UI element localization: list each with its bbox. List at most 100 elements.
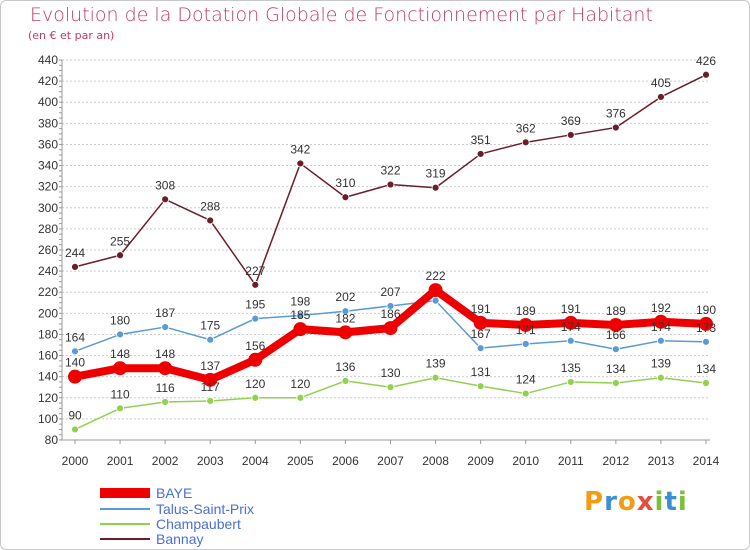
data-point-champaubert <box>566 378 575 386</box>
data-label: 351 <box>471 133 491 147</box>
data-point-champaubert <box>206 397 215 405</box>
y-tick-label: 80 <box>45 433 59 447</box>
y-tick-label: 140 <box>38 370 58 384</box>
data-point-bannay <box>296 159 305 168</box>
data-point-baye <box>518 317 533 332</box>
data-label: 124 <box>516 373 536 387</box>
y-tick-label: 180 <box>38 327 58 341</box>
data-label: 189 <box>516 304 536 318</box>
data-point-champaubert <box>341 376 350 385</box>
y-tick-label: 120 <box>38 391 58 405</box>
y-tick-label: 200 <box>38 306 58 320</box>
legend-swatch-champaubert <box>100 523 150 525</box>
data-point-baye <box>699 316 713 331</box>
data-label: 139 <box>651 357 671 371</box>
data-label: 139 <box>426 357 446 371</box>
data-label: 135 <box>561 361 581 375</box>
data-point-bannay <box>702 70 710 79</box>
data-point-baye <box>428 283 443 298</box>
data-point-champaubert <box>251 393 260 402</box>
legend-swatch-talus-saint-prix <box>100 508 150 510</box>
data-label: 322 <box>380 164 400 178</box>
data-label: 140 <box>65 356 85 370</box>
data-point-champaubert <box>657 373 665 382</box>
data-point-baye <box>653 314 668 329</box>
data-label: 180 <box>110 313 130 327</box>
data-label: 167 <box>471 327 491 341</box>
data-label: 198 <box>290 294 310 308</box>
chart-title: Evolution de la Dotation Globale de Fonc… <box>30 4 653 26</box>
data-point-baye <box>383 321 398 336</box>
data-label: 308 <box>155 178 175 192</box>
data-label: 185 <box>290 308 310 322</box>
data-label: 310 <box>335 176 355 190</box>
data-label: 222 <box>426 269 446 283</box>
y-tick-label: 300 <box>38 201 58 215</box>
x-tick-label: 2007 <box>377 454 404 468</box>
x-tick-label: 2009 <box>467 454 494 468</box>
data-point-baye <box>248 352 263 367</box>
y-tick-label: 320 <box>38 180 58 194</box>
chart-subtitle: (en € et par an) <box>28 29 115 42</box>
legend-label-talus-saint-prix: Talus-Saint-Prix <box>156 501 255 517</box>
data-point-champaubert <box>521 389 530 398</box>
data-label: 110 <box>111 387 130 401</box>
y-tick-label: 380 <box>38 116 58 130</box>
data-label: 166 <box>606 328 626 342</box>
data-label: 90 <box>68 408 82 422</box>
data-label: 405 <box>651 76 671 90</box>
data-point-baye <box>158 361 173 376</box>
y-tick-label: 420 <box>38 74 58 88</box>
data-label: 191 <box>471 302 491 316</box>
x-tick-label: 2008 <box>422 454 449 468</box>
y-tick-label: 160 <box>38 349 58 363</box>
data-point-champaubert <box>71 425 79 434</box>
data-point-talus-saint-prix <box>386 302 395 310</box>
proxiti-logo: Proxiti <box>584 487 688 517</box>
data-label: 207 <box>380 285 400 299</box>
data-point-bannay <box>251 280 260 289</box>
data-point-talus-saint-prix <box>611 345 620 354</box>
data-point-talus-saint-prix <box>341 307 350 316</box>
data-point-champaubert <box>116 404 124 413</box>
x-tick-label: 2014 <box>693 454 720 468</box>
data-label: 116 <box>156 381 175 395</box>
data-point-baye <box>473 315 488 330</box>
x-tick-label: 2012 <box>603 454 630 468</box>
data-label: 148 <box>110 347 130 361</box>
data-point-bannay <box>116 251 124 260</box>
data-point-bannay <box>71 262 79 271</box>
x-tick-label: 2010 <box>512 454 539 468</box>
data-label: 175 <box>200 319 220 333</box>
data-label: 120 <box>290 377 310 391</box>
data-label: 136 <box>335 360 355 374</box>
data-point-champaubert <box>431 373 440 382</box>
y-tick-label: 400 <box>38 95 58 109</box>
x-tick-label: 2013 <box>648 454 675 468</box>
data-point-talus-saint-prix <box>251 314 260 323</box>
data-point-baye <box>338 325 353 340</box>
legend-swatch-bannay <box>100 538 150 540</box>
data-label: 137 <box>200 359 220 373</box>
data-point-baye <box>203 372 218 387</box>
data-label: 342 <box>290 142 310 156</box>
data-label: 369 <box>561 114 581 128</box>
data-point-champaubert <box>296 393 305 402</box>
y-tick-label: 360 <box>38 137 58 151</box>
data-label: 164 <box>65 330 85 344</box>
data-point-talus-saint-prix <box>657 336 665 345</box>
data-point-bannay <box>341 193 350 202</box>
x-tick-label: 2006 <box>332 454 359 468</box>
data-label: 120 <box>245 377 265 391</box>
data-point-bannay <box>521 138 530 147</box>
data-point-talus-saint-prix <box>431 296 440 305</box>
data-point-champaubert <box>476 382 485 391</box>
data-point-talus-saint-prix <box>521 340 530 348</box>
x-tick-label: 2005 <box>287 454 314 468</box>
legend-label-champaubert: Champaubert <box>156 516 241 532</box>
y-tick-label: 340 <box>38 159 58 173</box>
y-tick-label: 440 <box>38 53 58 67</box>
data-point-bannay <box>476 150 485 158</box>
